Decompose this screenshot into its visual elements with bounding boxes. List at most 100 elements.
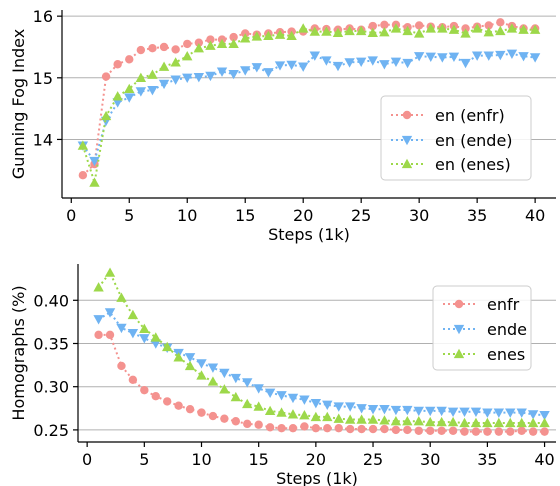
data-point [402,58,413,69]
legend-marker [454,299,464,309]
x-axis-title: Steps (1k) [268,225,350,244]
data-point [207,376,219,386]
data-point [174,401,183,410]
data-point [89,177,100,187]
data-point [193,73,205,83]
data-point [414,21,424,30]
data-point [448,426,458,435]
data-point [390,405,402,416]
data-point [219,384,230,394]
data-point [527,410,539,420]
data-point [184,353,196,363]
data-point [344,25,355,36]
data-point [161,341,173,352]
data-point [344,402,356,412]
data-point [355,57,367,67]
data-point [197,408,206,417]
data-point [127,328,139,339]
data-point [368,21,377,31]
data-point [276,407,287,417]
data-point [184,360,196,371]
data-point [482,417,493,428]
legend-label: en (enes) [435,155,511,174]
data-point [140,385,149,395]
data-point [413,416,424,426]
data-point [447,416,459,427]
data-point [230,373,242,384]
x-tick-label: 20 [293,206,313,225]
y-tick-label: 0.25 [33,421,69,440]
data-point [447,407,459,417]
data-point [390,416,402,426]
data-point [482,408,493,418]
data-point [380,424,389,434]
data-point [251,31,263,41]
x-tick-label: 5 [139,450,149,469]
data-point [242,398,253,409]
data-point [390,23,402,33]
data-point [254,420,263,429]
data-point [240,33,251,43]
data-point [391,425,401,435]
x-tick-label: 30 [420,450,440,469]
data-point [243,419,252,429]
data-point [426,426,435,435]
data-point [516,408,527,418]
y-tick-label: 0.35 [33,334,69,353]
data-point [194,38,204,47]
data-point [380,20,389,29]
data-point [425,23,436,33]
data-point [287,409,299,419]
data-point [459,407,470,417]
data-point [265,423,275,432]
data-point [162,397,172,406]
x-tick-label: 40 [534,450,554,469]
series-line [98,311,545,417]
data-point [344,414,356,424]
data-point [158,79,170,90]
data-point [206,35,215,44]
legend-marker [453,324,465,335]
data-point [483,26,494,37]
data-point [390,57,402,67]
data-point [379,26,390,37]
x-tick-label: 35 [467,206,487,225]
x-tick-label: 35 [477,450,497,469]
x-tick-label: 0 [82,450,92,469]
legend: enfr ende enes [432,285,532,371]
legend-label: enes [487,345,525,364]
data-point [309,26,320,36]
data-point [216,38,228,49]
data-point [528,427,538,436]
data-point [344,58,355,68]
y-tick-label: 0.30 [33,378,69,397]
legend-label: enfr [487,295,520,314]
panel-2: 0.25 0.30 0.35 0.40 0 5 10 15 20 25 30 35 40 Steps (1… [9,264,556,486]
data-point [112,91,123,101]
data-point [402,25,413,36]
data-point [124,93,135,103]
data-point [240,66,251,76]
data-point [413,406,424,417]
data-point [333,402,344,412]
data-point [287,393,299,404]
data-point [264,388,276,398]
data-point [150,339,161,349]
data-point [264,405,276,416]
data-point [173,352,184,362]
data-point [332,27,344,37]
data-point [228,38,239,49]
data-point [112,98,123,108]
data-point [322,400,333,411]
data-point [448,52,460,63]
data-point [516,417,527,428]
data-point [251,63,263,73]
data-point [228,69,239,80]
data-point [207,363,219,373]
data-point [323,423,332,433]
data-point [471,427,481,436]
data-point [78,170,88,180]
data-point [470,417,482,428]
data-point [93,315,104,325]
